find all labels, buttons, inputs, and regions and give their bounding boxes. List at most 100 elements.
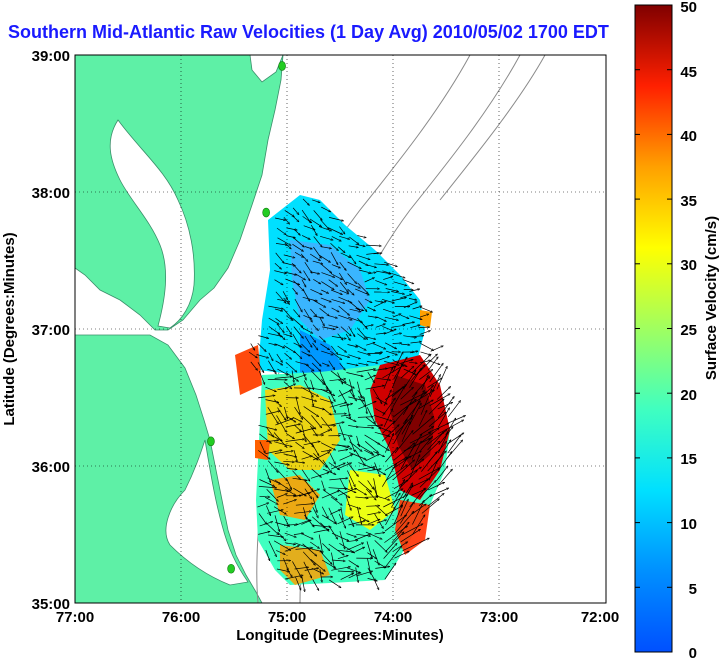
velocity-arrow bbox=[283, 216, 290, 224]
velocity-arrow bbox=[364, 441, 378, 453]
velocity-arrow bbox=[412, 500, 425, 525]
velocity-arrow bbox=[357, 351, 371, 355]
velocity-arrow bbox=[402, 279, 414, 284]
velocity-arrow bbox=[304, 335, 313, 348]
velocity-arrow bbox=[392, 352, 404, 373]
velocity-arrow bbox=[302, 551, 315, 566]
velocity-arrow bbox=[419, 369, 433, 380]
velocity-arrow bbox=[331, 336, 347, 338]
velocity-arrow bbox=[365, 453, 380, 462]
velocity-arrow bbox=[292, 561, 303, 578]
velocity-arrow bbox=[392, 387, 405, 408]
velocity-arrow bbox=[257, 503, 269, 508]
velocity-arrow bbox=[294, 511, 311, 514]
velocity-arrow bbox=[358, 480, 371, 492]
velocity-arrow bbox=[337, 333, 343, 341]
velocity-arrow bbox=[328, 525, 338, 540]
velocity-arrow bbox=[250, 361, 258, 371]
velocity-arrow bbox=[418, 495, 432, 506]
velocity-arrow bbox=[346, 470, 356, 488]
velocity-arrow bbox=[273, 540, 291, 551]
velocity-arrow bbox=[294, 298, 303, 312]
velocity-arrow bbox=[286, 468, 297, 469]
velocity-arrow bbox=[347, 273, 357, 284]
velocity-arrow bbox=[346, 281, 360, 289]
velocity-arrow bbox=[286, 433, 294, 439]
velocity-arrow bbox=[340, 572, 354, 580]
velocity-arrow bbox=[403, 335, 416, 338]
velocity-arrow bbox=[339, 235, 350, 239]
velocity-arrow bbox=[382, 463, 397, 487]
velocity-arrow bbox=[348, 479, 352, 490]
velocity-arrow bbox=[364, 497, 378, 498]
velocity-arrow bbox=[427, 431, 445, 451]
velocity-arrow bbox=[319, 308, 330, 316]
colorbar-label: Surface Velocity (cm/s) bbox=[703, 216, 720, 380]
colorbar-tick-label: 30 bbox=[680, 257, 697, 274]
velocity-arrow bbox=[267, 369, 275, 371]
velocity-arrow bbox=[330, 350, 342, 360]
velocity-arrow bbox=[331, 345, 338, 355]
velocity-arrow bbox=[427, 493, 444, 507]
x-tick-label: 74:00 bbox=[374, 609, 412, 626]
velocity-arrow bbox=[301, 489, 320, 496]
velocity-arrow bbox=[310, 271, 320, 274]
velocity-arrow bbox=[267, 460, 278, 473]
velocity-arrow bbox=[276, 227, 286, 235]
velocity-arrow bbox=[349, 236, 359, 244]
velocity-arrow bbox=[355, 496, 368, 498]
velocity-arrow bbox=[421, 428, 440, 443]
colorbar-tick-label: 40 bbox=[680, 128, 697, 145]
velocity-arrow bbox=[328, 279, 338, 287]
velocity-arrow bbox=[337, 516, 354, 525]
velocity-arrow bbox=[274, 263, 282, 269]
velocity-arrow bbox=[447, 435, 462, 454]
velocity-arrow bbox=[310, 387, 329, 390]
velocity-arrow bbox=[265, 450, 283, 454]
velocity-arrow bbox=[265, 496, 278, 505]
velocity-arrow bbox=[367, 272, 376, 275]
velocity-arrow bbox=[402, 392, 418, 415]
velocity-arrow bbox=[347, 405, 350, 419]
velocity-arrow bbox=[309, 334, 316, 343]
velocity-arrow bbox=[304, 568, 319, 571]
velocity-arrow bbox=[283, 297, 290, 305]
velocity-arrow bbox=[329, 509, 341, 515]
velocity-arrow bbox=[381, 298, 395, 303]
velocity-arrow bbox=[319, 551, 332, 564]
velocity-arrow bbox=[391, 493, 401, 508]
velocity-arrow bbox=[319, 335, 325, 342]
velocity-arrow bbox=[400, 360, 413, 364]
velocity-arrow bbox=[409, 368, 422, 388]
velocity-arrow bbox=[348, 326, 356, 337]
velocity-arrow bbox=[367, 315, 378, 318]
velocity-arrow bbox=[259, 433, 271, 444]
velocity-arrow bbox=[313, 210, 323, 220]
velocity-arrow bbox=[309, 218, 322, 227]
velocity-arrow bbox=[311, 396, 314, 406]
velocity-arrow bbox=[310, 541, 319, 549]
velocity-arrow bbox=[320, 388, 335, 397]
velocity-arrow bbox=[436, 466, 448, 481]
velocity-arrow bbox=[313, 299, 326, 308]
velocity-arrow bbox=[330, 370, 346, 383]
velocity-arrow bbox=[258, 486, 277, 488]
velocity-arrow bbox=[312, 497, 317, 513]
radar-stations bbox=[207, 61, 286, 574]
velocity-arrow bbox=[340, 326, 351, 336]
velocity-arrow bbox=[338, 389, 352, 397]
velocity-arrow bbox=[365, 386, 385, 390]
velocity-arrow bbox=[265, 468, 271, 483]
velocity-arrow bbox=[339, 272, 347, 285]
velocity-arrow bbox=[322, 543, 330, 550]
velocity-arrow bbox=[275, 291, 286, 304]
velocity-arrow bbox=[283, 461, 294, 462]
velocity-arrow bbox=[358, 269, 372, 273]
velocity-arrow bbox=[283, 254, 295, 258]
velocity-arrow bbox=[295, 441, 305, 448]
velocity-arrow bbox=[366, 506, 380, 507]
velocity-arrow bbox=[358, 515, 370, 523]
velocity-arrow bbox=[320, 343, 329, 350]
colorbar-tick-label: 50 bbox=[680, 0, 697, 16]
velocity-arrow bbox=[258, 424, 278, 430]
